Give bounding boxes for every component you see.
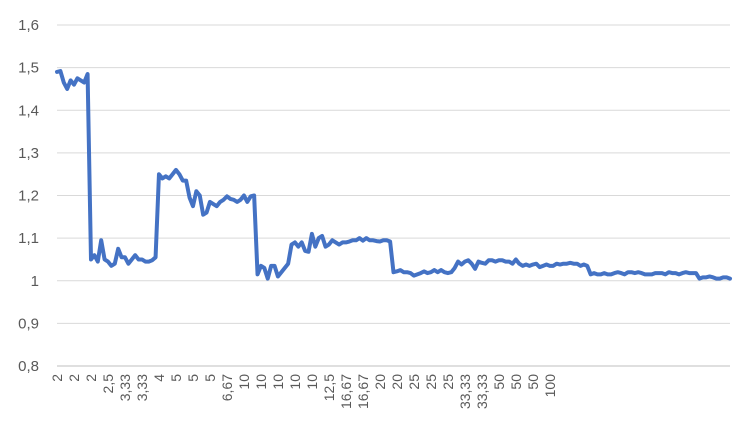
x-tick-label: 16,67 <box>338 374 354 409</box>
x-tick-label: 2 <box>49 374 65 382</box>
x-tick-label: 12,5 <box>321 374 337 401</box>
x-tick-label: 50 <box>491 374 507 390</box>
x-tick-label: 25 <box>423 374 439 390</box>
x-tick-label: 3,33 <box>117 374 133 401</box>
x-tick-label: 20 <box>372 374 388 390</box>
y-axis-ticks: 0,8 0,9 1 1,1 1,2 1,3 1,4 1,5 1,6 <box>18 17 39 375</box>
x-tick-label: 3,33 <box>134 374 150 401</box>
x-tick-label: 10 <box>304 374 320 390</box>
x-tick-label: 50 <box>508 374 524 390</box>
series-line <box>55 69 732 281</box>
x-tick-label: 10 <box>270 374 286 390</box>
x-tick-label: 5 <box>168 374 184 382</box>
gridlines <box>57 24 730 367</box>
x-axis-ticks: 2 2 2 2,5 3,33 3,33 4 5 5 5 6,67 10 10 10 10 10 12,5 16,6… <box>49 374 558 409</box>
y-tick-label: 1 <box>31 273 39 290</box>
x-tick-label: 50 <box>525 374 541 390</box>
x-tick-label: 10 <box>253 374 269 390</box>
y-tick-label: 1,5 <box>18 60 39 77</box>
x-tick-label: 5 <box>185 374 201 382</box>
y-tick-label: 1,4 <box>18 102 39 119</box>
x-tick-label: 33,33 <box>457 374 473 409</box>
x-tick-label: 10 <box>236 374 252 390</box>
x-tick-label: 10 <box>287 374 303 390</box>
x-tick-label: 16,67 <box>355 374 371 409</box>
x-tick-label: 2 <box>83 374 99 382</box>
x-tick-label: 25 <box>440 374 456 390</box>
y-tick-label: 0,9 <box>18 315 39 332</box>
y-tick-label: 0,8 <box>18 358 39 375</box>
y-tick-label: 1,2 <box>18 188 39 205</box>
x-tick-label: 2 <box>66 374 82 382</box>
x-tick-label: 2,5 <box>100 374 116 394</box>
y-tick-label: 1,3 <box>18 145 39 162</box>
x-tick-label: 100 <box>542 374 558 398</box>
x-tick-label: 5 <box>202 374 218 382</box>
x-tick-label: 4 <box>151 374 167 382</box>
y-tick-label: 1,6 <box>18 17 39 34</box>
x-tick-label: 20 <box>389 374 405 390</box>
x-tick-label: 33,33 <box>474 374 490 409</box>
y-tick-label: 1,1 <box>18 230 39 247</box>
x-tick-label: 6,67 <box>219 374 235 401</box>
x-tick-label: 25 <box>406 374 422 390</box>
series-layer <box>55 69 732 281</box>
